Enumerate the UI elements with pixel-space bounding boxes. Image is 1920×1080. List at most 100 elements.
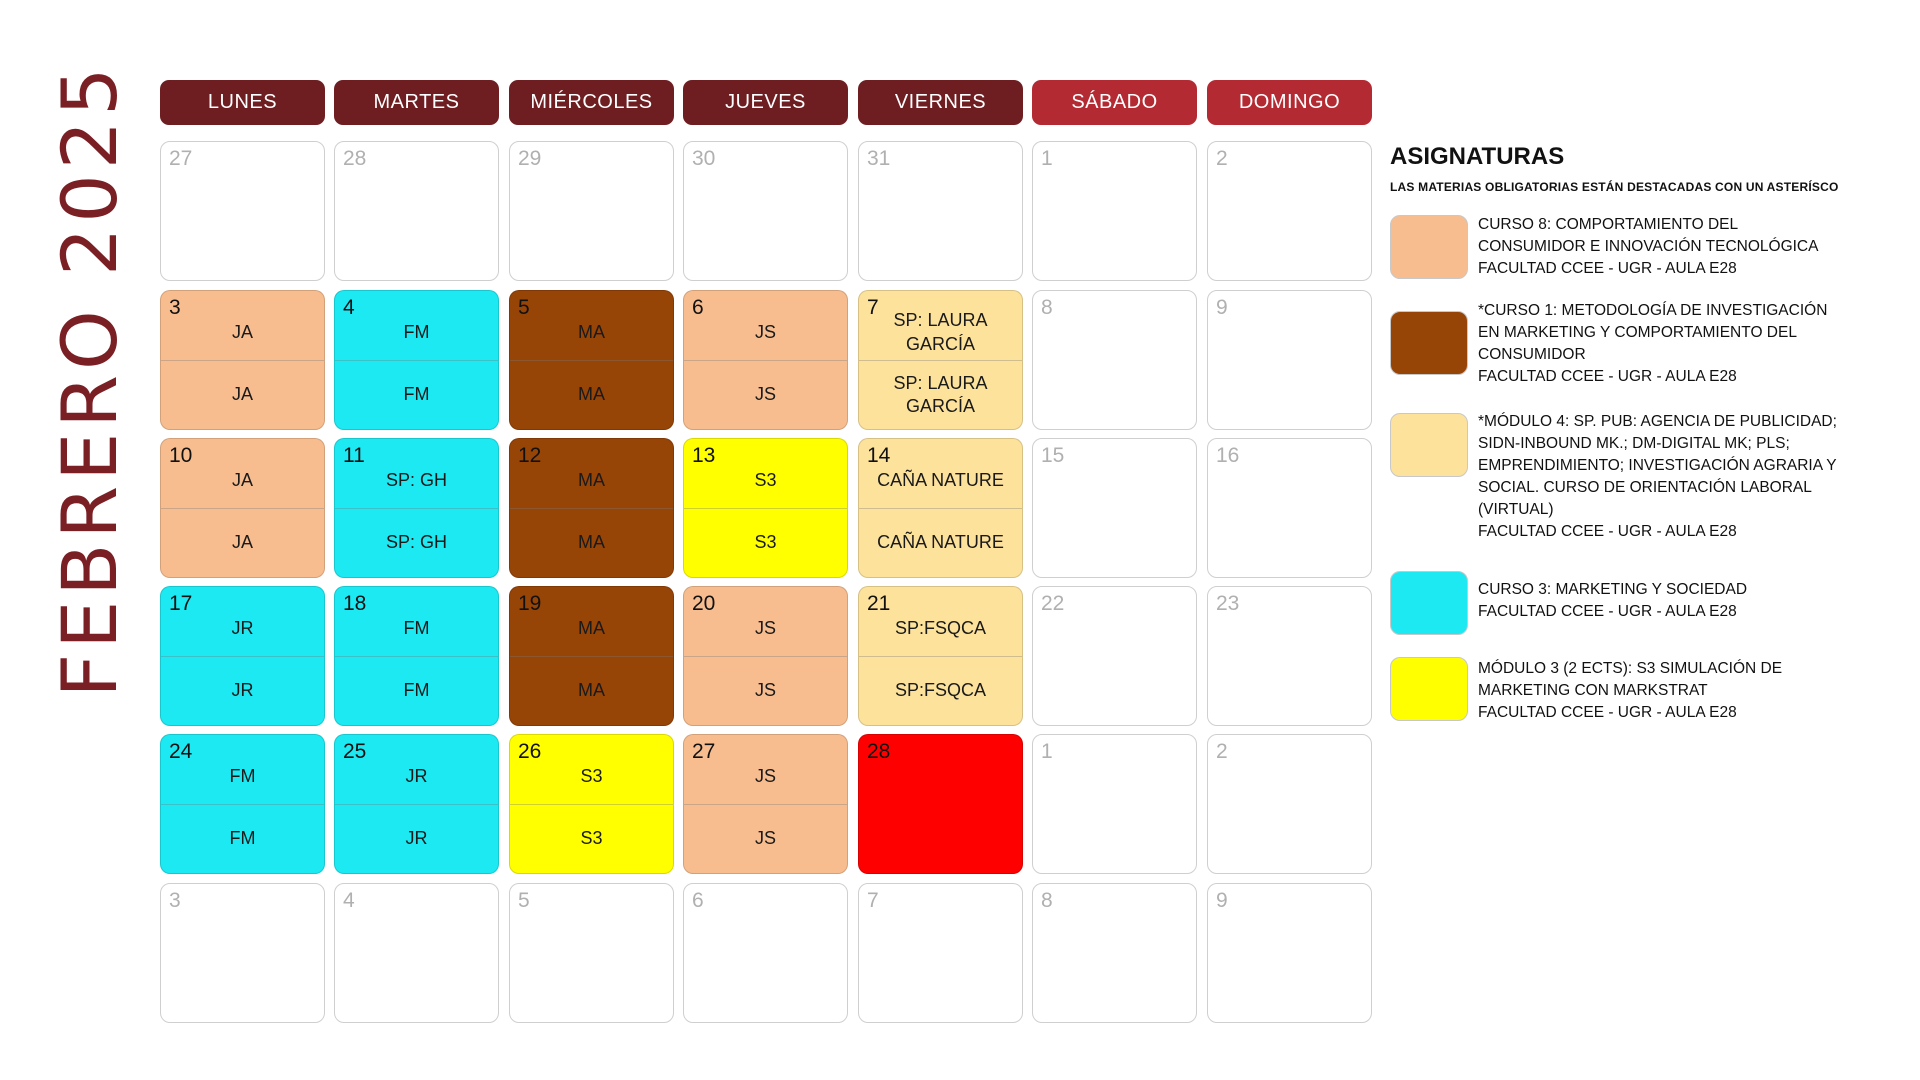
- weekday-header: LUNES: [160, 80, 325, 125]
- day-cell[interactable]: 7: [858, 883, 1023, 1023]
- day-cell[interactable]: 2: [1207, 141, 1372, 281]
- legend-text-line: CONSUMIDOR E INNOVACIÓN TECNOLÓGICA: [1478, 238, 1819, 255]
- day-number: 4: [343, 889, 355, 912]
- day-cell[interactable]: 8: [1032, 883, 1197, 1023]
- day-number: 5: [518, 296, 530, 319]
- day-cell[interactable]: MA MA 5: [509, 290, 674, 430]
- day-number: 21: [867, 592, 891, 615]
- weekday-header: MIÉRCOLES: [509, 80, 674, 125]
- session-morning: SP:FSQCA: [894, 617, 987, 638]
- day-cell[interactable]: 16: [1207, 438, 1372, 578]
- day-cell[interactable]: 5: [509, 883, 674, 1023]
- day-cell[interactable]: CAÑA NATURE CAÑA NATURE 14: [858, 438, 1023, 578]
- day-cell[interactable]: 1: [1032, 734, 1197, 874]
- day-cell[interactable]: 3: [160, 883, 325, 1023]
- legend-swatch: [1390, 571, 1468, 635]
- day-cell[interactable]: JA JA 10: [160, 438, 325, 578]
- legend-text-line: SOCIAL. CURSO DE ORIENTACIÓN LABORAL: [1478, 479, 1812, 496]
- day-cell[interactable]: FM FM 18: [334, 586, 499, 726]
- day-number: 24: [169, 740, 193, 763]
- weekday-header: MARTES: [334, 80, 499, 125]
- day-number: 17: [169, 592, 193, 615]
- day-cell[interactable]: JA JA 3: [160, 290, 325, 430]
- day-cell[interactable]: MA MA 19: [509, 586, 674, 726]
- day-number: 5: [518, 889, 530, 912]
- day-number: 16: [1216, 444, 1240, 467]
- day-number: 10: [169, 444, 193, 467]
- day-cell[interactable]: SP: GH SP: GH 11: [334, 438, 499, 578]
- day-number: 6: [692, 889, 704, 912]
- day-cell[interactable]: FM FM 24: [160, 734, 325, 874]
- day-number: 3: [169, 296, 181, 319]
- legend-title: ASIGNATURAS: [1390, 143, 1565, 170]
- day-cell[interactable]: JS JS 27: [683, 734, 848, 874]
- legend-text-line: CURSO 8: COMPORTAMIENTO DEL: [1478, 216, 1739, 233]
- day-number: 30: [692, 147, 716, 170]
- day-cell[interactable]: 28: [858, 734, 1023, 874]
- day-cell[interactable]: 23: [1207, 586, 1372, 726]
- day-number: 1: [1041, 147, 1053, 170]
- day-cell[interactable]: JS JS 20: [683, 586, 848, 726]
- session-morning: JA: [231, 321, 253, 342]
- legend-text-line: MARKETING CON MARKSTRAT: [1478, 682, 1708, 699]
- day-cell[interactable]: S3 S3 26: [509, 734, 674, 874]
- day-cell[interactable]: 27: [160, 141, 325, 281]
- day-number: 15: [1041, 444, 1065, 467]
- day-number: 29: [518, 147, 542, 170]
- day-cell[interactable]: SP:FSQCA SP:FSQCA 21: [858, 586, 1023, 726]
- session-morning: FM: [403, 617, 430, 638]
- day-number: 12: [518, 444, 542, 467]
- day-number: 27: [692, 740, 716, 763]
- session-afternoon: SP:FSQCA: [859, 656, 1022, 725]
- session-afternoon: FM: [335, 656, 498, 725]
- day-cell[interactable]: JS JS 6: [683, 290, 848, 430]
- day-cell[interactable]: 15: [1032, 438, 1197, 578]
- session-afternoon: JS: [684, 656, 847, 725]
- weekday-header: JUEVES: [683, 80, 848, 125]
- day-number: 2: [1216, 147, 1228, 170]
- legend-text-line: CURSO 3: MARKETING Y SOCIEDAD: [1478, 581, 1748, 598]
- legend-subtitle: LAS MATERIAS OBLIGATORIAS ESTÁN DESTACAD…: [1390, 180, 1839, 194]
- day-cell[interactable]: 1: [1032, 141, 1197, 281]
- day-cell[interactable]: 9: [1207, 883, 1372, 1023]
- day-cell[interactable]: 8: [1032, 290, 1197, 430]
- day-cell[interactable]: 2: [1207, 734, 1372, 874]
- day-cell[interactable]: JR JR 25: [334, 734, 499, 874]
- day-cell[interactable]: S3 S3 13: [683, 438, 848, 578]
- day-cell[interactable]: SP: LAURA GARCÍA SP: LAURA GARCÍA 7: [858, 290, 1023, 430]
- day-cell[interactable]: 6: [683, 883, 848, 1023]
- session-afternoon: FM: [161, 804, 324, 873]
- session-afternoon: JR: [335, 804, 498, 873]
- day-cell[interactable]: 4: [334, 883, 499, 1023]
- day-number: 26: [518, 740, 542, 763]
- day-number: 8: [1041, 296, 1053, 319]
- session-afternoon: FM: [335, 360, 498, 429]
- legend-item-text: CURSO 3: MARKETING Y SOCIEDAD FACULTAD CC…: [1478, 579, 1908, 623]
- legend-text-line: MÓDULO 3 (2 ECTS): S3 SIMULACIÓN DE: [1478, 660, 1783, 677]
- day-cell[interactable]: JR JR 17: [160, 586, 325, 726]
- session-afternoon: S3: [684, 508, 847, 577]
- legend-text-line: EN MARKETING Y COMPORTAMIENTO DEL: [1478, 324, 1797, 341]
- day-cell[interactable]: MA MA 12: [509, 438, 674, 578]
- session-afternoon: JS: [684, 360, 847, 429]
- day-number: 23: [1216, 592, 1240, 615]
- day-cell[interactable]: 22: [1032, 586, 1197, 726]
- day-number: 1: [1041, 740, 1053, 763]
- day-cell[interactable]: 9: [1207, 290, 1372, 430]
- session-morning: FM: [229, 765, 256, 786]
- day-cell[interactable]: 31: [858, 141, 1023, 281]
- day-number: 7: [867, 296, 879, 319]
- legend-text-line: FACULTAD CCEE - UGR - AULA E28: [1478, 603, 1737, 620]
- day-number: 18: [343, 592, 367, 615]
- day-cell[interactable]: 28: [334, 141, 499, 281]
- day-cell[interactable]: 29: [509, 141, 674, 281]
- legend-text-line: (VIRTUAL): [1478, 501, 1554, 518]
- session-morning: SP: LAURA GARCÍA: [893, 310, 988, 354]
- legend-swatch: [1390, 215, 1468, 279]
- day-cell[interactable]: FM FM 4: [334, 290, 499, 430]
- legend-text-line: SIDN-INBOUND MK.; DM-DIGITAL MK; PLS;: [1478, 435, 1790, 452]
- day-cell[interactable]: 30: [683, 141, 848, 281]
- legend-swatch: [1390, 413, 1468, 477]
- legend-item-text: MÓDULO 3 (2 ECTS): S3 SIMULACIÓN DE MARKE…: [1478, 658, 1908, 724]
- day-number: 31: [867, 147, 891, 170]
